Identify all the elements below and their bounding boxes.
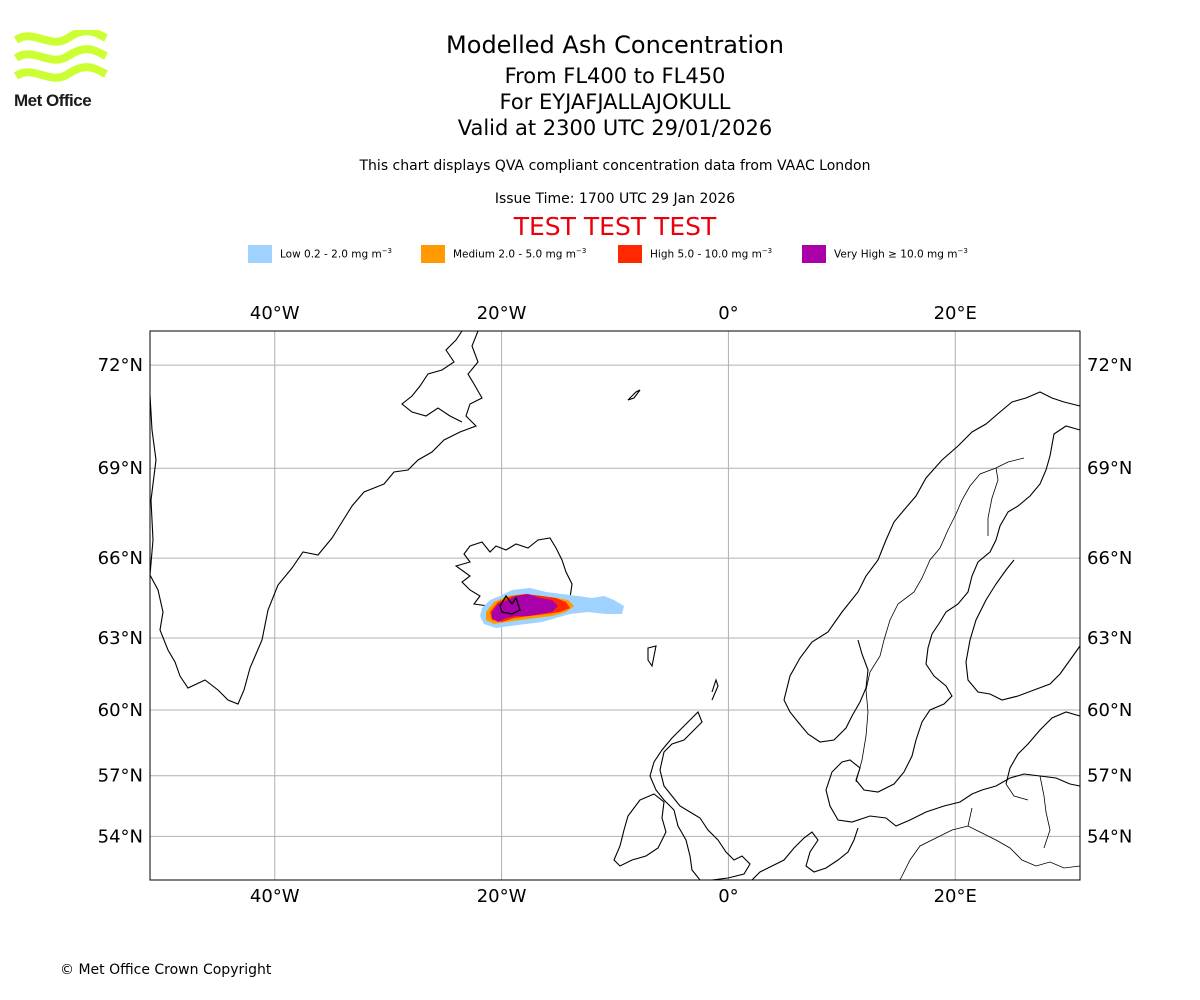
lat-label-right: 72°N bbox=[1087, 355, 1132, 376]
legend-label-very-high: Very High ≥ 10.0 mg m−3 bbox=[834, 247, 968, 261]
greenland-coast bbox=[149, 330, 483, 705]
faroe-coast bbox=[647, 645, 657, 668]
lat-label-left: 63°N bbox=[98, 628, 143, 649]
ireland-coast bbox=[613, 793, 667, 867]
lat-label-right: 69°N bbox=[1087, 458, 1132, 479]
axis-tick-labels: 40°W 40°W 20°W 20°W 0° 0° 20°E 20°E 72°N 72°N 69°N… bbox=[98, 303, 1133, 907]
lat-label-left: 69°N bbox=[98, 458, 143, 479]
lon-label-top: 20°E bbox=[934, 303, 977, 324]
lon-label-bottom: 0° bbox=[718, 886, 738, 907]
norway-sweden-border bbox=[855, 457, 1025, 783]
legend-label-high: High 5.0 - 10.0 mg m−3 bbox=[650, 247, 773, 261]
lat-label-left: 66°N bbox=[98, 548, 143, 569]
scandinavia-coast bbox=[783, 391, 1081, 827]
lon-label-top: 40°W bbox=[250, 303, 300, 324]
copyright-notice: © Met Office Crown Copyright bbox=[60, 962, 272, 978]
legend-item-medium: Medium 2.0 - 5.0 mg m−3 bbox=[421, 244, 586, 264]
lat-label-right: 60°N bbox=[1087, 700, 1132, 721]
lon-label-bottom: 40°W bbox=[250, 886, 300, 907]
lat-label-right: 63°N bbox=[1087, 628, 1132, 649]
lat-label-right: 66°N bbox=[1087, 548, 1132, 569]
lat-label-left: 57°N bbox=[98, 766, 143, 787]
qva-note: This chart displays QVA compliant concen… bbox=[359, 158, 871, 174]
issue-time: Issue Time: 1700 UTC 29 Jan 2026 bbox=[494, 191, 736, 207]
lon-label-top: 0° bbox=[718, 303, 738, 324]
lat-label-right: 54°N bbox=[1087, 826, 1132, 847]
coastlines bbox=[149, 330, 1081, 881]
lon-label-bottom: 20°W bbox=[477, 886, 527, 907]
legend-swatch-medium bbox=[421, 245, 445, 263]
sweden-finland-border bbox=[987, 467, 999, 536]
legend-item-low: Low 0.2 - 2.0 mg m−3 bbox=[248, 244, 392, 264]
chart-title: Modelled Ash Concentration bbox=[446, 31, 784, 59]
legend-swatch-low bbox=[248, 245, 272, 263]
met-office-waves-icon bbox=[13, 27, 108, 82]
legend-item-very-high: Very High ≥ 10.0 mg m−3 bbox=[802, 244, 968, 264]
ash-plume bbox=[480, 588, 624, 628]
ash-very-high-area bbox=[492, 594, 558, 622]
met-office-logo: Met Office bbox=[13, 27, 110, 112]
iceland-coast bbox=[454, 537, 573, 617]
volcano-name: For EYJAFJALLAJOKULL bbox=[499, 90, 731, 114]
logo-text: Met Office bbox=[14, 91, 92, 110]
finland-coast bbox=[965, 559, 1081, 701]
jan-mayen-coast bbox=[627, 389, 641, 401]
central-europe-borders bbox=[899, 775, 1081, 881]
great-britain-coast bbox=[649, 678, 751, 881]
legend-item-high: High 5.0 - 10.0 mg m−3 bbox=[618, 244, 772, 264]
lat-label-left: 54°N bbox=[98, 826, 143, 847]
lon-label-bottom: 20°E bbox=[934, 886, 977, 907]
valid-time: Valid at 2300 UTC 29/01/2026 bbox=[457, 116, 773, 140]
map-frame bbox=[149, 330, 1081, 881]
volcano-marker bbox=[499, 594, 521, 615]
legend-label-medium: Medium 2.0 - 5.0 mg m−3 bbox=[453, 247, 587, 261]
lat-label-right: 57°N bbox=[1087, 766, 1132, 787]
baltic-states-coast bbox=[1005, 711, 1081, 785]
lat-label-left: 72°N bbox=[98, 355, 143, 376]
flight-level-range: From FL400 to FL450 bbox=[504, 64, 726, 88]
legend-swatch-high bbox=[618, 245, 642, 263]
norway-west-coast bbox=[783, 639, 869, 743]
legend-swatch-very-high bbox=[802, 245, 826, 263]
lat-label-left: 60°N bbox=[98, 700, 143, 721]
test-banner: TEST TEST TEST bbox=[513, 212, 717, 241]
continental-coast bbox=[751, 827, 859, 881]
legend-label-low: Low 0.2 - 2.0 mg m−3 bbox=[280, 247, 393, 261]
lon-label-top: 20°W bbox=[477, 303, 527, 324]
